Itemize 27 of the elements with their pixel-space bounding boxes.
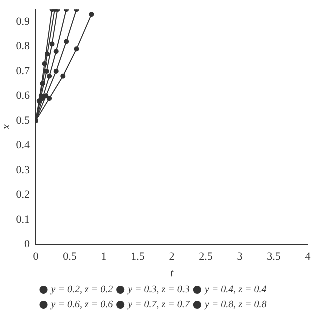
y-axis-title: x	[0, 124, 12, 131]
y-tick-label: 0.1	[16, 214, 30, 226]
x-tick-label: 0	[33, 251, 40, 264]
y-tick-label: 0.4	[16, 140, 30, 152]
y-tick-label: 0.7	[16, 65, 30, 78]
x-tick-label: 3.5	[267, 251, 282, 264]
x-tick-label: 0.5	[63, 251, 78, 264]
legend-label: y = 0.2, z = 0.2	[50, 284, 114, 296]
legend-label: y = 0.8, z = 0.8	[204, 300, 267, 311]
x-axis-title: t	[170, 267, 174, 280]
legend-label: y = 0.6, z = 0.6	[50, 300, 114, 311]
legend-label: y = 0.4, z = 0.4	[204, 284, 267, 296]
x-tick-label: 2	[169, 251, 175, 264]
y-tick-label: 0.8	[16, 40, 30, 53]
y-tick-label: 0	[24, 238, 30, 250]
y-tick-label: 0.5	[16, 114, 30, 127]
y-tick-label: 0.9	[16, 16, 30, 28]
legend-label: y = 0.7, z = 0.7	[127, 300, 191, 311]
y-tick-label: 0.6	[16, 90, 30, 102]
legend-label: y = 0.3, z = 0.3	[127, 284, 190, 296]
x-tick-label: 3	[237, 251, 244, 264]
x-tick-label: 1.5	[131, 251, 146, 264]
x-tick-label: 1	[101, 251, 107, 264]
y-tick-label: 0.3	[16, 164, 30, 176]
x-tick-label: 2.5	[199, 251, 214, 264]
y-tick-label: 0.2	[16, 189, 30, 202]
x-tick-label: 4	[305, 251, 312, 264]
